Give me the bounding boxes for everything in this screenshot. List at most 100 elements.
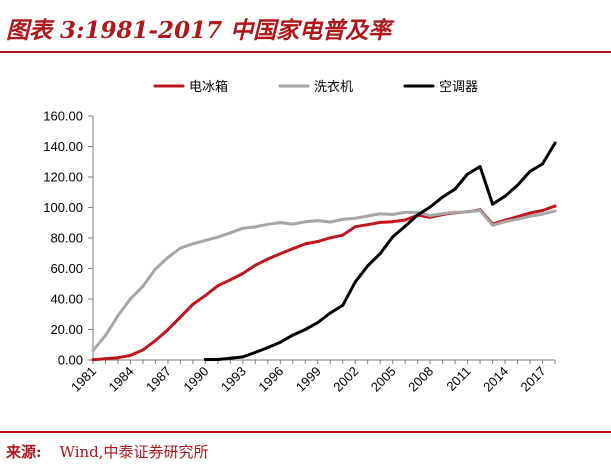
data-point: [266, 257, 270, 261]
data-point: [129, 297, 132, 301]
data-point: [391, 212, 395, 216]
data-point: [91, 348, 95, 352]
data-point: [378, 252, 382, 256]
x-tick-label: 1993: [218, 364, 249, 395]
data-point: [316, 321, 320, 325]
data-point: [303, 328, 307, 331]
data-point: [141, 284, 145, 288]
data-point: [516, 215, 519, 219]
y-tick-label: 40.00: [50, 292, 83, 307]
y-tick-label: 100.00: [43, 200, 83, 215]
legend: 电冰箱 洗衣机 空调器: [153, 79, 478, 95]
source-text: Wind,中泰证券研究所: [59, 443, 209, 461]
data-point: [116, 314, 120, 318]
data-point: [203, 358, 207, 361]
data-point: [191, 242, 195, 246]
data-point: [216, 235, 220, 239]
data-point: [228, 356, 232, 360]
line-chart: 电冰箱 洗衣机 空调器 0.00 20.00 40.00 60.00 80.00 100.00…: [43, 79, 557, 395]
y-tick-label: 60.00: [50, 261, 83, 276]
data-point: [203, 294, 207, 297]
data-point: [403, 224, 407, 228]
data-point: [353, 216, 357, 220]
data-point: [541, 212, 544, 216]
y-tick-label: 0.00: [58, 353, 83, 368]
data-point: [253, 225, 257, 229]
data-point: [166, 328, 170, 332]
data-point: [478, 209, 482, 212]
figure-title: 图表 3:1981-2017 中国家电普及率: [6, 17, 392, 44]
data-point: [366, 214, 370, 218]
data-point: [478, 165, 482, 169]
y-tick-label: 160.00: [43, 109, 83, 124]
data-point: [378, 212, 382, 216]
source-note: 来源: Wind,中泰证券研究所: [6, 441, 209, 462]
data-point: [253, 350, 257, 354]
series-line: [91, 209, 557, 352]
footer-divider: [0, 431, 611, 433]
data-point: [516, 183, 519, 187]
x-tick-label: 2014: [480, 364, 511, 395]
data-point: [291, 247, 295, 251]
data-point: [341, 233, 345, 237]
data-point: [453, 210, 457, 214]
data-point: [403, 218, 407, 222]
data-point: [216, 358, 220, 361]
data-point: [116, 356, 120, 360]
data-point: [403, 210, 407, 214]
data-point: [129, 353, 132, 357]
data-point: [553, 204, 557, 208]
data-point: [428, 205, 432, 209]
data-point: [503, 194, 507, 198]
data-point: [241, 355, 245, 359]
series-line: [203, 141, 557, 361]
data-point: [428, 214, 432, 218]
data-point: [266, 222, 270, 226]
data-point: [278, 221, 282, 225]
data-point: [391, 235, 395, 239]
data-point: [153, 267, 157, 271]
data-point: [391, 220, 395, 224]
data-point: [216, 284, 220, 288]
data-point: [303, 242, 307, 246]
data-point: [141, 348, 145, 352]
x-tick-label: 1981: [68, 364, 99, 395]
x-tick-label: 1996: [255, 364, 286, 395]
series-line: [91, 204, 557, 362]
data-point: [104, 357, 107, 361]
data-point: [328, 311, 332, 315]
data-point: [441, 195, 445, 199]
data-point: [328, 220, 332, 224]
data-point: [316, 219, 320, 223]
x-tick-label: 2017: [518, 364, 549, 395]
data-point: [266, 346, 270, 350]
data-point: [153, 339, 157, 343]
data-point: [228, 231, 232, 235]
data-point: [228, 278, 232, 282]
data-point: [466, 172, 470, 176]
data-point: [466, 210, 470, 214]
x-tick-label: 1984: [106, 364, 137, 395]
data-point: [241, 226, 245, 230]
data-point: [91, 358, 95, 362]
source-label: 来源:: [6, 443, 42, 461]
data-point: [203, 238, 207, 242]
data-point: [178, 246, 182, 250]
x-tick-label: 2011: [443, 364, 473, 394]
data-point: [328, 236, 332, 240]
series-lines: [91, 141, 557, 362]
data-point: [503, 220, 507, 224]
x-tick-label: 1990: [180, 364, 211, 395]
data-point: [541, 209, 544, 212]
title-divider: [0, 51, 611, 53]
x-tick-label: 1999: [293, 364, 324, 395]
data-point: [416, 213, 420, 217]
data-point: [553, 141, 557, 145]
data-point: [366, 223, 370, 227]
data-point: [553, 209, 557, 213]
x-tick-label: 2008: [405, 364, 436, 395]
data-point: [278, 252, 282, 256]
data-point: [341, 217, 345, 221]
data-point: [528, 214, 532, 218]
legend-label: 空调器: [439, 80, 478, 95]
